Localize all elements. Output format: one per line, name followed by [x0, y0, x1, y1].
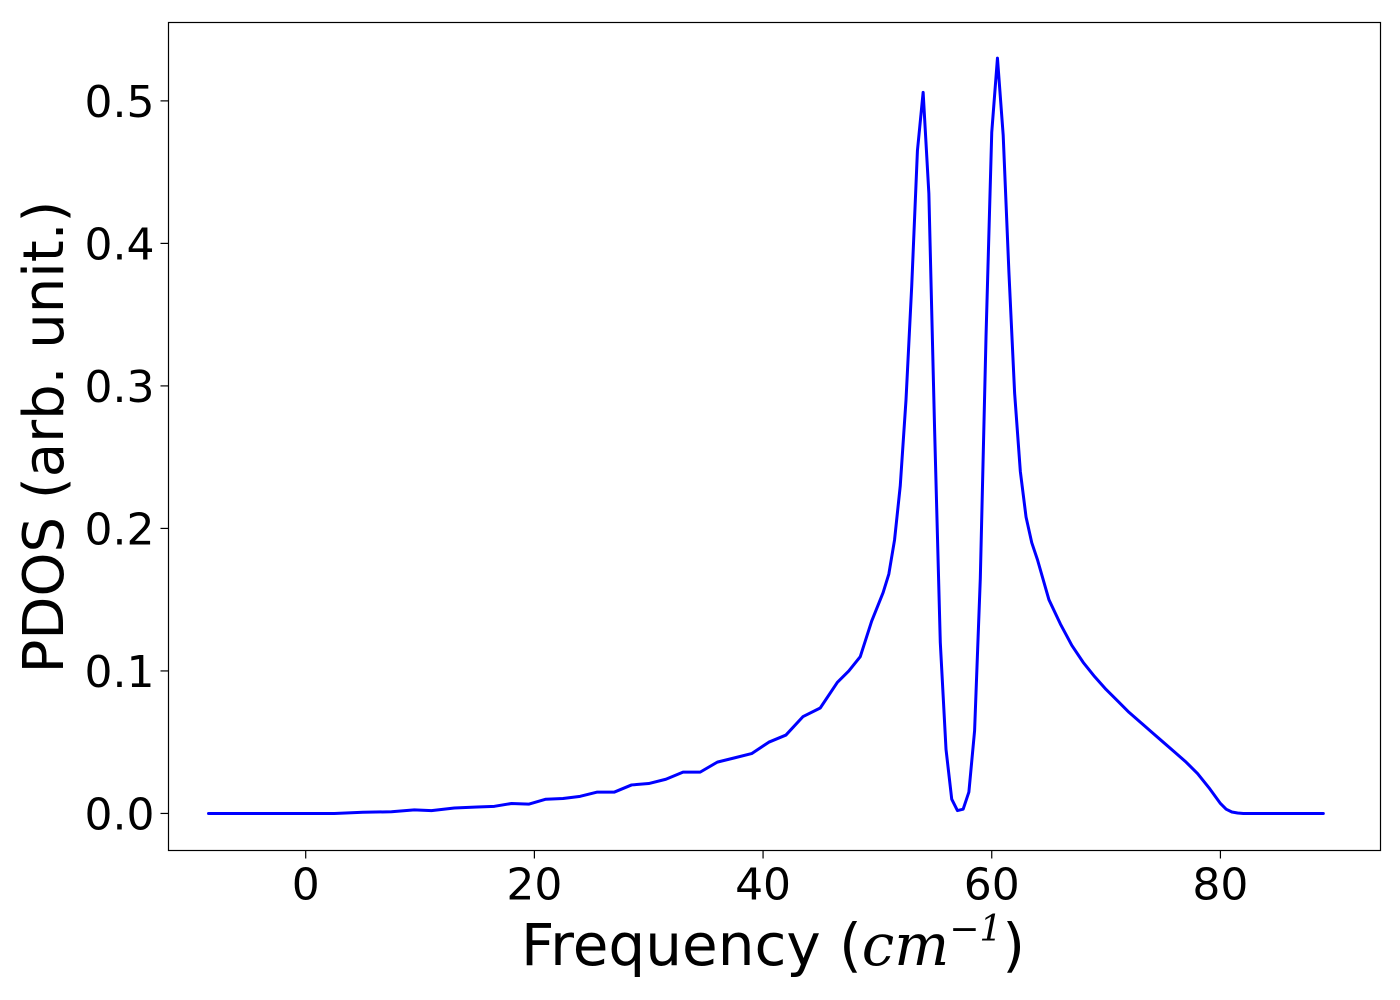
plot-frame — [167, 21, 1382, 852]
y-tick-label: 0.4 — [85, 219, 155, 270]
y-tick-label: 0.1 — [85, 647, 155, 698]
x-axis-unit-open: ( — [839, 911, 862, 979]
y-tick-label: 0.0 — [85, 789, 155, 840]
x-axis-unit-base: cm — [862, 911, 949, 979]
x-axis-unit-close: ) — [1002, 911, 1025, 979]
y-axis-label: PDOS (arb. unit.) — [12, 201, 77, 674]
x-axis-ticks: 0 20 40 60 80 — [292, 850, 1248, 911]
y-tick-label: 0.3 — [85, 362, 155, 413]
x-tick-label: 60 — [964, 860, 1020, 911]
x-axis-unit-exponent: −1 — [949, 909, 1002, 950]
x-axis-label-name: Frequency — [521, 911, 821, 979]
x-tick-label: 0 — [292, 860, 320, 911]
y-axis-ticks: 0.0 0.1 0.2 0.3 0.4 0.5 — [85, 77, 169, 840]
x-tick-label: 20 — [506, 860, 562, 911]
y-tick-label: 0.2 — [85, 504, 155, 555]
x-tick-label: 80 — [1192, 860, 1248, 911]
y-tick-label: 0.5 — [85, 77, 155, 128]
pdos-series-line — [207, 56, 1325, 815]
series-layer — [207, 56, 1325, 815]
x-tick-label: 40 — [735, 860, 791, 911]
x-axis-label: Frequency (cm−1) — [521, 909, 1025, 979]
